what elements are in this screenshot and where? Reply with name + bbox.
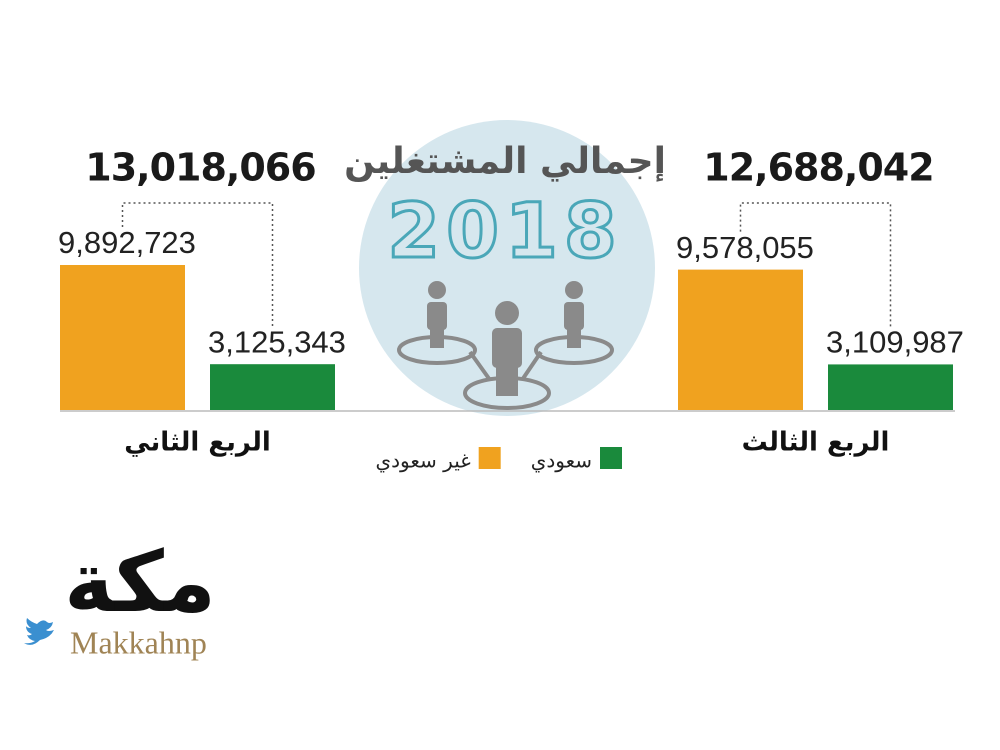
twitter-bird xyxy=(24,618,54,645)
legend-swatch xyxy=(478,447,501,469)
value-label: 3,125,343 xyxy=(208,324,346,359)
legend-swatch xyxy=(600,447,622,469)
category-label: الربع الثاني xyxy=(124,428,271,458)
value-label: 9,892,723 xyxy=(58,225,196,260)
bar xyxy=(210,364,335,410)
value-label: 3,109,987 xyxy=(826,325,964,360)
bar xyxy=(828,364,953,410)
bar xyxy=(678,269,803,410)
category-label: الربع الثالث xyxy=(742,428,890,458)
total-label: 13,018,066 xyxy=(85,146,315,190)
logo-handle: Makkahnp xyxy=(70,624,207,660)
logo: مكة Makkahnp xyxy=(24,533,216,660)
total-connector xyxy=(739,202,892,327)
logo-arabic: مكة xyxy=(64,533,216,631)
value-label: 9,578,055 xyxy=(676,230,814,265)
total-label: 12,688,042 xyxy=(703,146,933,190)
legend-label: سعودي xyxy=(531,449,592,474)
chart-title: إجمالي المشتغلين xyxy=(344,141,666,182)
chart-subtitle: 2018 xyxy=(387,186,623,275)
people-icon xyxy=(397,281,614,410)
total-connector xyxy=(121,202,274,327)
bar xyxy=(60,265,185,410)
legend-label: غير سعودي xyxy=(376,449,471,474)
